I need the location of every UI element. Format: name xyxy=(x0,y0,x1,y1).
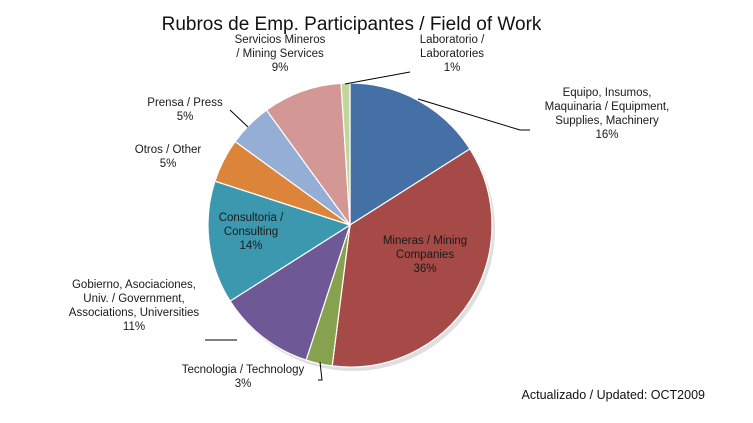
leader-line xyxy=(417,98,530,131)
slice-label: Otros / Other 5% xyxy=(135,144,202,170)
pie-slice xyxy=(331,148,493,368)
pie-slice xyxy=(229,223,352,361)
slice-label: Tecnologia / Technology 3% xyxy=(182,364,305,390)
pie-slice xyxy=(265,82,351,228)
slice-label: Prensa / Press 5% xyxy=(147,97,223,123)
chart-title: Rubros de Emp. Participantes / Field of … xyxy=(161,14,542,35)
updated-footnote: Actualizado / Updated: OCT2009 xyxy=(521,388,705,402)
slice-label: Gobierno, Asociaciones, Univ. / Governmen… xyxy=(69,279,200,333)
slice-label: Consultoria / Consulting 14% xyxy=(219,212,284,252)
leader-line xyxy=(229,109,249,128)
slice-label: Servicios Mineros / Mining Services 9% xyxy=(235,34,326,74)
slice-label: Laboratorio / Laboratories 1% xyxy=(420,34,485,74)
leader-line xyxy=(318,361,323,381)
slice-label: Mineras / Mining Companies 36% xyxy=(383,235,467,275)
pie-slice xyxy=(207,180,352,302)
pie-slice xyxy=(349,82,471,227)
slice-label: Equipo, Insumos, Maquinaria / Equipment, S… xyxy=(545,87,670,141)
leader-line xyxy=(344,71,411,85)
